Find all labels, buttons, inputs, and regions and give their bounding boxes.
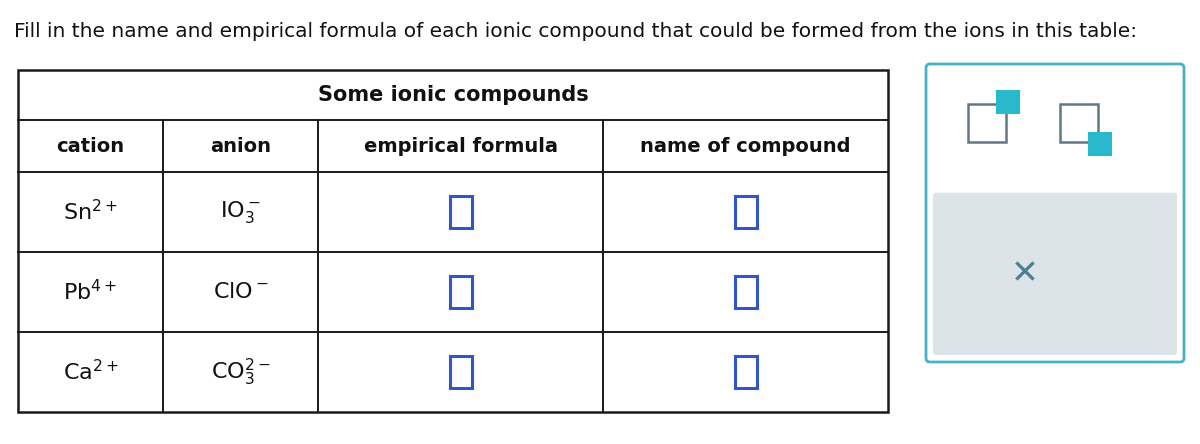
- Text: $\rm Sn^{2+}$: $\rm Sn^{2+}$: [64, 199, 118, 225]
- Text: Fill in the name and empirical formula of each ionic compound that could be form: Fill in the name and empirical formula o…: [14, 22, 1138, 41]
- Text: $\rm CO_3^{2-}$: $\rm CO_3^{2-}$: [211, 357, 270, 388]
- Text: $\rm Pb^{4+}$: $\rm Pb^{4+}$: [64, 279, 118, 305]
- Text: $\rm Ca^{2+}$: $\rm Ca^{2+}$: [62, 359, 119, 385]
- Bar: [734, 196, 756, 228]
- Bar: [18, 70, 888, 412]
- Bar: [997, 91, 1019, 113]
- Bar: [450, 356, 472, 388]
- Text: $\rm IO_3^-$: $\rm IO_3^-$: [220, 199, 260, 225]
- Text: ✕: ✕: [1010, 258, 1039, 290]
- Bar: [1090, 133, 1111, 155]
- Text: empirical formula: empirical formula: [364, 136, 558, 155]
- Bar: [1060, 104, 1098, 142]
- Text: anion: anion: [210, 136, 271, 155]
- Bar: [734, 356, 756, 388]
- Text: Some ionic compounds: Some ionic compounds: [318, 85, 588, 105]
- Text: name of compound: name of compound: [641, 136, 851, 155]
- Bar: [734, 276, 756, 308]
- Bar: [450, 276, 472, 308]
- Bar: [968, 104, 1006, 142]
- Text: cation: cation: [56, 136, 125, 155]
- Bar: [450, 196, 472, 228]
- FancyBboxPatch shape: [934, 193, 1177, 355]
- Text: $\rm ClO^-$: $\rm ClO^-$: [212, 282, 269, 302]
- FancyBboxPatch shape: [926, 64, 1184, 362]
